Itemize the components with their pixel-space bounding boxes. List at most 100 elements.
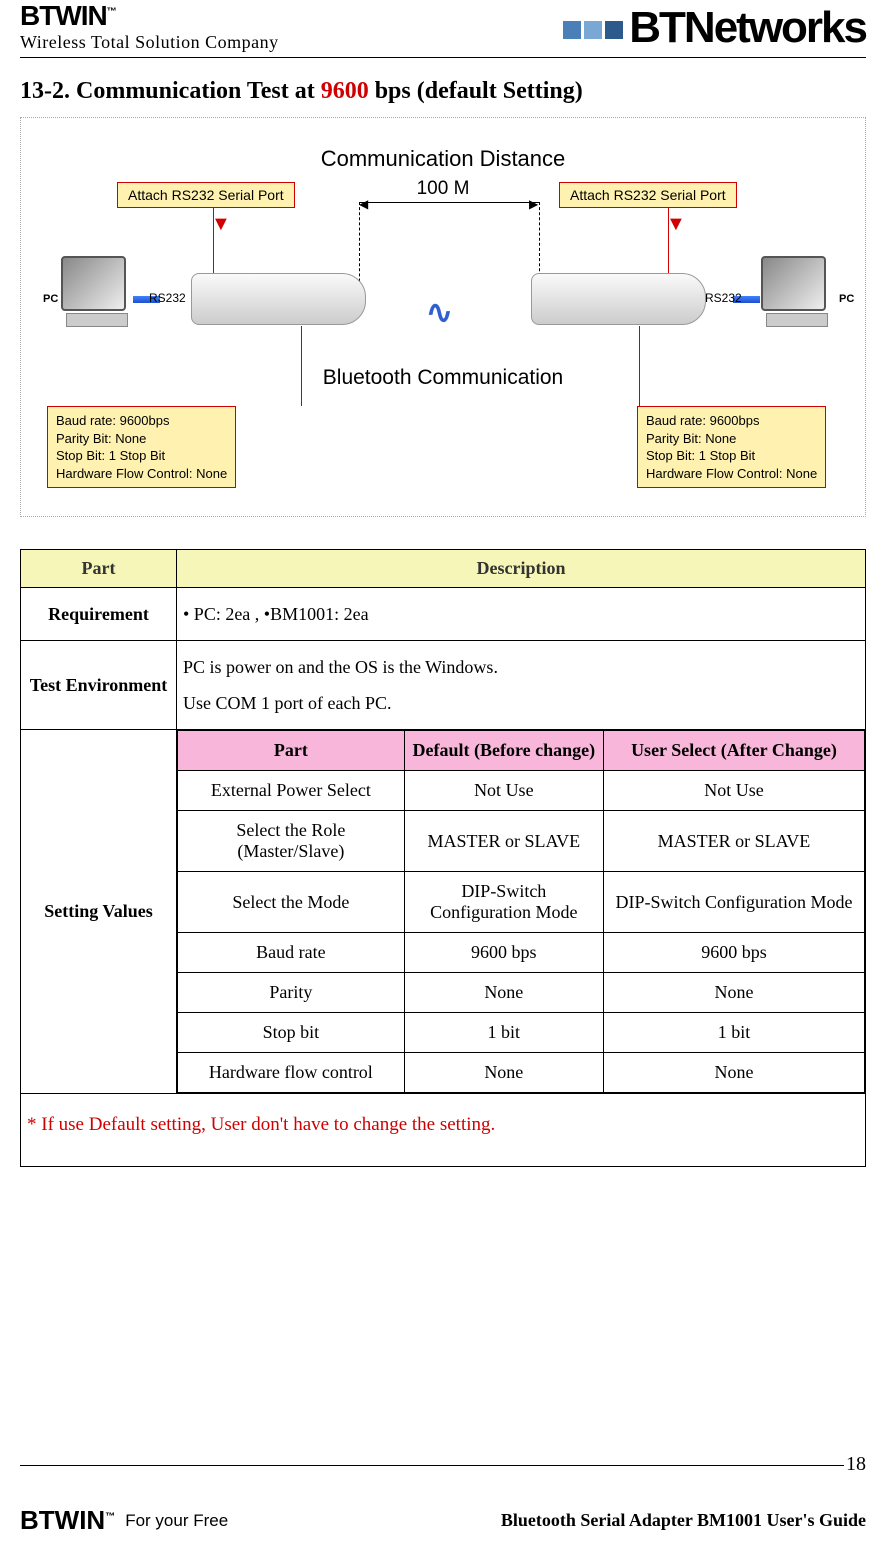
footer-guide: Bluetooth Serial Adapter BM1001 User's G… <box>501 1510 866 1531</box>
settings-cell: Stop bit <box>178 1013 405 1053</box>
pc-label-left: PC <box>43 293 58 305</box>
footer-divider <box>20 1465 844 1466</box>
baud-l2: Parity Bit: None <box>56 430 227 448</box>
callout-line <box>301 326 302 406</box>
setting-label: Setting Values <box>21 730 177 1094</box>
settings-cell: DIP-Switch Configuration Mode <box>603 872 864 933</box>
settings-header-row: Part Default (Before change) User Select… <box>178 731 865 771</box>
baud-l3: Stop Bit: 1 Stop Bit <box>56 447 227 465</box>
arrow-down-icon: ▼ <box>666 213 686 236</box>
settings-cell: None <box>603 1053 864 1093</box>
baud-l3: Stop Bit: 1 Stop Bit <box>646 447 817 465</box>
table-row: Requirement • PC: 2ea , •BM1001: 2ea <box>21 588 866 641</box>
page-footer: BTWIN™ For your Free Bluetooth Serial Ad… <box>20 1505 866 1536</box>
baud-l4: Hardware Flow Control: None <box>646 465 817 483</box>
footer-left: BTWIN™ For your Free <box>20 1505 228 1536</box>
settings-cell: Select the Role (Master/Slave) <box>178 811 405 872</box>
settings-cell: 9600 bps <box>404 933 603 973</box>
btwin-logo: BTWIN™ <box>20 0 279 32</box>
table-header-row: Part Description <box>21 550 866 588</box>
settings-cell: Not Use <box>404 771 603 811</box>
pc-monitor-icon <box>61 256 133 331</box>
page-number: 18 <box>846 1453 866 1476</box>
settings-cell: None <box>603 973 864 1013</box>
testenv-value: PC is power on and the OS is the Windows… <box>177 641 866 730</box>
title-suffix: bps (default Setting) <box>369 78 583 104</box>
header-left: BTWIN™ Wireless Total Solution Company <box>20 0 279 53</box>
tagline: Wireless Total Solution Company <box>20 32 279 53</box>
square-icon <box>584 21 602 39</box>
inner-h1: Part <box>178 731 405 771</box>
company-name: BTNetworks <box>629 3 866 53</box>
settings-row: Select the ModeDIP-Switch Configuration … <box>178 872 865 933</box>
settings-cell: None <box>404 1053 603 1093</box>
main-table: Part Description Requirement • PC: 2ea ,… <box>20 549 866 1167</box>
rs232-label: RS232 <box>705 291 742 305</box>
testenv-l2: Use COM 1 port of each PC. <box>183 685 859 721</box>
footer-logo: BTWIN™ <box>20 1505 115 1536</box>
testenv-l1: PC is power on and the OS is the Windows… <box>183 649 859 685</box>
settings-cell: Parity <box>178 973 405 1013</box>
baud-l1: Baud rate: 9600bps <box>56 412 227 430</box>
note-text: * If use Default setting, User don't hav… <box>21 1094 866 1167</box>
note-row: * If use Default setting, User don't hav… <box>21 1094 866 1167</box>
distance-line <box>359 202 539 203</box>
communication-diagram: Communication Distance 100 M ◀ ▶ Attach … <box>20 117 866 517</box>
btnetworks-logo: BTNetworks <box>563 3 866 53</box>
title-bps: 9600 <box>321 78 369 104</box>
baud-callout-right: Baud rate: 9600bps Parity Bit: None Stop… <box>637 406 826 488</box>
page-header: BTWIN™ Wireless Total Solution Company B… <box>20 0 866 58</box>
section-title: 13-2. Communication Test at 9600 bps (de… <box>20 78 866 105</box>
requirement-label: Requirement <box>21 588 177 641</box>
pc-label-right: PC <box>839 293 854 305</box>
settings-cell: MASTER or SLAVE <box>404 811 603 872</box>
diagram-title: Communication Distance <box>21 146 865 172</box>
setting-label-text: Setting Values <box>27 901 170 922</box>
logo-text: BTWIN <box>20 0 107 31</box>
settings-row: Hardware flow controlNoneNone <box>178 1053 865 1093</box>
desc-header: Description <box>177 550 866 588</box>
settings-cell: MASTER or SLAVE <box>603 811 864 872</box>
baud-l4: Hardware Flow Control: None <box>56 465 227 483</box>
logo-squares <box>563 21 623 39</box>
bt-device-icon <box>531 273 706 325</box>
requirement-value: • PC: 2ea , •BM1001: 2ea <box>177 588 866 641</box>
footer-free: For your Free <box>125 1511 228 1531</box>
baud-l2: Parity Bit: None <box>646 430 817 448</box>
bt-comm-label: Bluetooth Communication <box>21 366 865 390</box>
settings-cell: 1 bit <box>404 1013 603 1053</box>
settings-cell: Not Use <box>603 771 864 811</box>
attach-callout-right: Attach RS232 Serial Port <box>559 182 737 208</box>
settings-cell: Hardware flow control <box>178 1053 405 1093</box>
rs232-label: RS232 <box>149 291 186 305</box>
bt-device-icon <box>191 273 366 325</box>
settings-cell: 9600 bps <box>603 933 864 973</box>
settings-cell: Baud rate <box>178 933 405 973</box>
settings-row: Baud rate9600 bps9600 bps <box>178 933 865 973</box>
arrow-down-icon: ▼ <box>211 213 231 236</box>
arrow-left-icon: ◀ <box>359 197 368 212</box>
settings-cell: DIP-Switch Configuration Mode <box>404 872 603 933</box>
settings-table: Part Default (Before change) User Select… <box>177 730 865 1093</box>
inner-h3: User Select (After Change) <box>603 731 864 771</box>
testenv-label: Test Environment <box>21 641 177 730</box>
square-icon <box>563 21 581 39</box>
pc-monitor-icon <box>761 256 833 331</box>
settings-cell: 1 bit <box>603 1013 864 1053</box>
square-icon <box>605 21 623 39</box>
baud-l1: Baud rate: 9600bps <box>646 412 817 430</box>
baud-callout-left: Baud rate: 9600bps Parity Bit: None Stop… <box>47 406 236 488</box>
part-header: Part <box>21 550 177 588</box>
settings-cell: External Power Select <box>178 771 405 811</box>
footer-logo-tm: ™ <box>105 1511 115 1522</box>
callout-line <box>639 326 640 406</box>
settings-row: Select the Role (Master/Slave)MASTER or … <box>178 811 865 872</box>
logo-tm: ™ <box>107 7 116 18</box>
footer-logo-text: BTWIN <box>20 1505 105 1535</box>
inner-table-cell: Part Default (Before change) User Select… <box>177 730 866 1094</box>
settings-row: Stop bit1 bit1 bit <box>178 1013 865 1053</box>
inner-h2: Default (Before change) <box>404 731 603 771</box>
attach-callout-left: Attach RS232 Serial Port <box>117 182 295 208</box>
settings-cell: Select the Mode <box>178 872 405 933</box>
settings-row: ParityNoneNone <box>178 973 865 1013</box>
